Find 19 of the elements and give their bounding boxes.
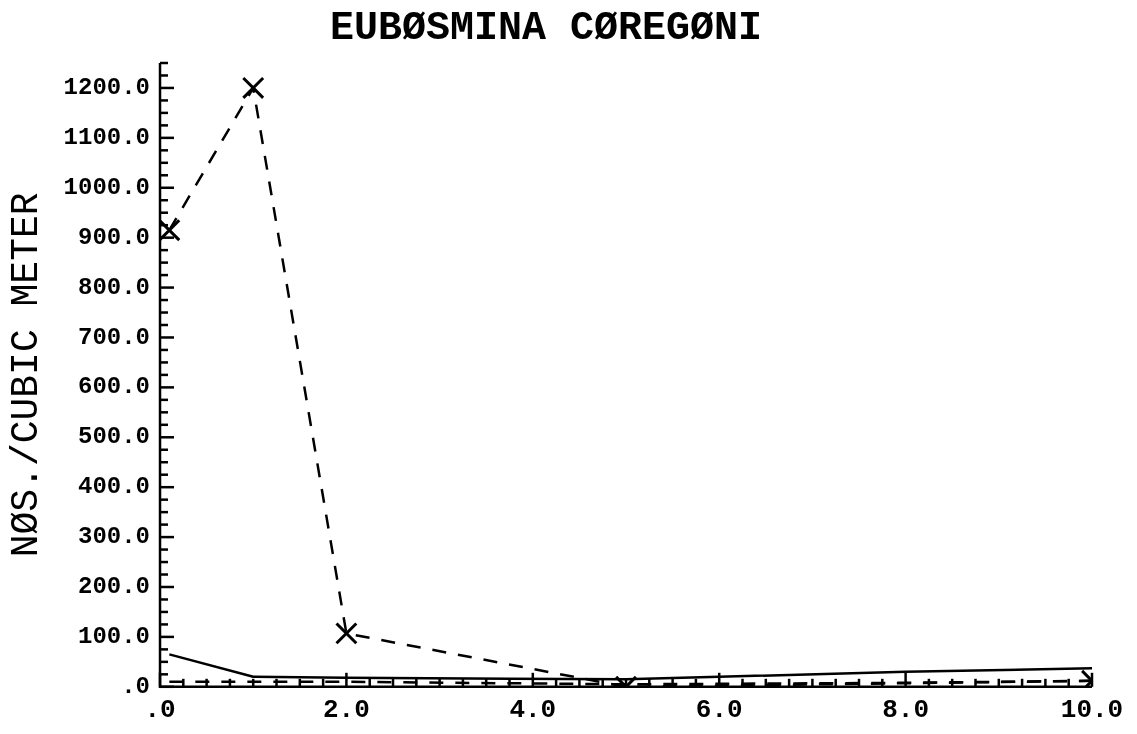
y-tick-label: 600.0 xyxy=(78,373,151,401)
x-tick-label: 6.0 xyxy=(695,694,743,725)
y-tick-label: 100.0 xyxy=(78,622,151,650)
x-tick-label: 10.0 xyxy=(1060,694,1124,725)
y-tick-label: 1200.0 xyxy=(63,74,151,101)
y-tick-label: 400.0 xyxy=(78,473,151,501)
y-tick-label: 1100.0 xyxy=(63,123,151,151)
chart-title: EUBØSMINA CØREGØNI xyxy=(329,6,763,52)
x-tick-label: 8.0 xyxy=(882,694,930,725)
y-tick-label: 500.0 xyxy=(78,423,151,451)
y-tick-label: 700.0 xyxy=(78,323,151,351)
y-tick-label: 200.0 xyxy=(78,573,151,601)
y-tick-label: 1000.0 xyxy=(63,173,151,201)
y-axis-title: NØS./CUBIC METER xyxy=(4,192,48,558)
y-tick-label: 800.0 xyxy=(78,273,151,301)
x-tick-label: 4.0 xyxy=(509,694,557,725)
x-tick-label: 2.0 xyxy=(323,694,370,725)
y-tick-label: 900.0 xyxy=(78,223,151,251)
y-tick-label: 300.0 xyxy=(78,523,151,551)
